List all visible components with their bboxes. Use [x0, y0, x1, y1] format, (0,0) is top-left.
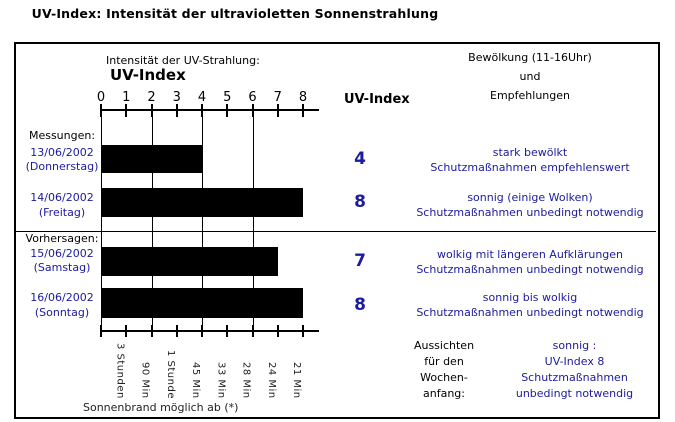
x-axis-tick	[201, 325, 203, 337]
x-axis-tick	[276, 325, 279, 337]
grid-line	[202, 110, 203, 331]
grid-line	[101, 110, 102, 331]
x-axis-tick	[100, 325, 102, 337]
x-axis-tick	[251, 104, 254, 117]
row-uv-value: 7	[354, 251, 366, 271]
top-axis-line	[100, 109, 319, 111]
sunburn-time-label: 21 Min	[291, 362, 302, 399]
uv-index-axis-title: UV-Index	[110, 66, 186, 84]
uv-index-column-header: UV-Index	[344, 92, 410, 107]
sunburn-time-label: 33 Min	[215, 362, 227, 399]
outlook-value: unbedingt notwendig	[515, 387, 634, 400]
row-date: 15/06/2002	[30, 247, 94, 260]
uv-bar	[101, 145, 202, 173]
row-weekday: (Samstag)	[33, 261, 91, 274]
x-axis-tick	[175, 104, 178, 117]
row-advice: Schutzmaßnahmen empfehlenswert	[430, 161, 630, 174]
row-condition: stark bewölkt	[492, 146, 568, 159]
x-axis-tick	[150, 325, 153, 337]
x-axis-tick	[201, 104, 203, 117]
x-tick-label: 3	[172, 90, 181, 105]
row-weekday: (Freitag)	[38, 206, 86, 219]
report-frame	[14, 42, 660, 419]
section-divider	[16, 231, 656, 232]
row-date: 16/06/2002	[30, 291, 94, 304]
x-axis-tick	[276, 104, 279, 117]
bottom-axis-line	[100, 330, 319, 332]
uv-bar	[101, 288, 303, 318]
sunburn-time-label: 1 Stunde	[164, 350, 176, 399]
row-advice: Schutzmaßnahmen unbedingt notwendig	[416, 263, 644, 276]
uv-bar	[101, 247, 278, 276]
row-advice: Schutzmaßnahmen unbedingt notwendig	[416, 206, 644, 219]
grid-line	[252, 110, 254, 331]
x-axis-tick	[100, 104, 102, 117]
row-uv-value: 4	[354, 149, 366, 169]
cloudiness-header-and: und	[519, 70, 541, 83]
outlook-value: Schutzmaßnahmen	[521, 371, 628, 384]
x-axis-tick	[150, 104, 153, 117]
row-date: 13/06/2002	[30, 146, 94, 159]
x-tick-label: 0	[96, 90, 106, 105]
outlook-value: UV-Index 8	[544, 355, 605, 368]
x-axis-tick	[175, 325, 178, 337]
x-tick-label: 6	[248, 90, 257, 105]
row-uv-value: 8	[354, 192, 366, 212]
row-uv-value: 8	[354, 295, 366, 315]
outlook-label: für den	[424, 355, 464, 368]
x-axis-tick	[226, 104, 229, 117]
row-date: 14/06/2002	[30, 191, 94, 204]
cloudiness-header: Bewölkung (11-16Uhr)	[468, 51, 592, 64]
x-tick-label: 5	[223, 90, 232, 105]
x-axis-tick	[226, 325, 229, 337]
row-condition: sonnig (einige Wolken)	[467, 191, 593, 204]
section-label-measurements: Messungen:	[28, 129, 96, 142]
sunburn-time-label: 3 Stunden	[114, 343, 126, 399]
sunburn-note: Sonnenbrand möglich ab (*)	[83, 401, 239, 414]
x-axis-tick	[251, 325, 254, 337]
uv-bar	[101, 188, 303, 217]
x-tick-label: 8	[298, 90, 308, 105]
outlook-value: sonnig :	[552, 339, 597, 352]
page-title: UV-Index: Intensität der ultravioletten …	[31, 6, 439, 21]
intensity-header: Intensität der UV-Strahlung:	[106, 54, 260, 67]
outlook-label: anfang:	[423, 387, 465, 400]
row-condition: wolkig mit längeren Aufklärungen	[436, 248, 624, 261]
recommendations-header: Empfehlungen	[490, 89, 570, 102]
outlook-label: Wochen-	[420, 371, 468, 384]
grid-line	[151, 110, 153, 331]
x-axis-tick	[302, 325, 304, 337]
x-axis-tick	[125, 104, 128, 117]
x-tick-label: 1	[122, 90, 131, 105]
sunburn-time-label: 24 Min	[265, 362, 277, 399]
row-weekday: (Donnerstag)	[25, 160, 99, 173]
row-condition: sonnig bis wolkig	[482, 291, 578, 304]
sunburn-time-label: 90 Min	[139, 362, 151, 399]
x-tick-label: 7	[273, 90, 282, 105]
row-advice: Schutzmaßnahmen unbedingt notwendig	[416, 306, 644, 319]
x-tick-label: 4	[197, 90, 207, 105]
x-tick-label: 2	[147, 90, 156, 105]
sunburn-time-label: 45 Min	[190, 362, 201, 399]
row-weekday: (Sonntag)	[34, 306, 90, 319]
section-label-forecasts: Vorhersagen:	[25, 232, 99, 245]
x-axis-tick	[125, 325, 128, 337]
x-axis-tick	[302, 104, 304, 117]
sunburn-time-label: 28 Min	[240, 362, 252, 399]
outlook-label: Aussichten	[413, 339, 475, 352]
